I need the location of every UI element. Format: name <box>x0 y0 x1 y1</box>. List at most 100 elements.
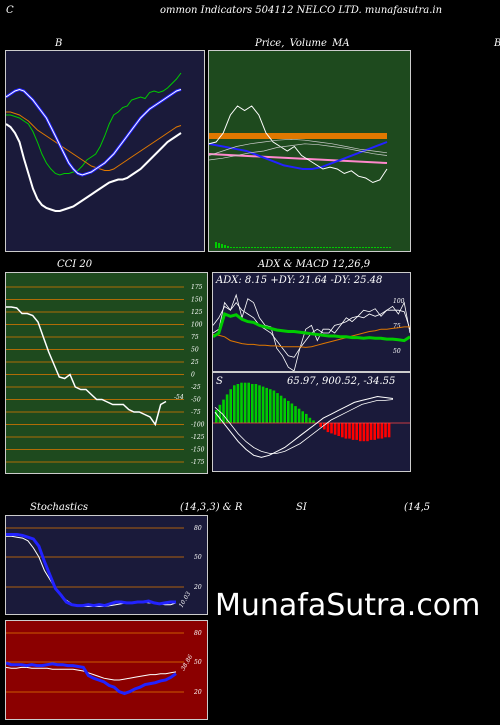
cci-tick-label: -100 <box>191 422 205 429</box>
volume-bar <box>320 247 322 248</box>
cci-chart: 175 150 125 100 75 50 25 0 -25 -50 -75 -100 -125 -150… <box>6 284 205 466</box>
macd-histogram-bar <box>225 394 229 423</box>
volume-bar <box>251 247 253 248</box>
bb-price-line <box>6 123 182 212</box>
macd-histogram-bar <box>362 423 366 442</box>
macd-histogram-bar <box>233 385 236 423</box>
cci-tick-label: 175 <box>191 284 203 291</box>
adx-plus-dy-upper <box>213 293 410 371</box>
header-left-letter: C <box>6 5 14 16</box>
volume-bar <box>347 247 349 248</box>
stoch-tick-label: 80 <box>194 525 202 532</box>
macd-histogram-bar <box>287 400 290 423</box>
macd-histogram-bar <box>279 395 283 423</box>
cci-tick-label: 75 <box>191 334 199 341</box>
macd-histogram-bar <box>319 423 322 427</box>
bb-upper-band <box>6 72 182 176</box>
macd-histogram-bar <box>254 384 258 423</box>
volume-bar <box>308 247 310 248</box>
price-chart <box>209 105 391 248</box>
macd-histogram-bar <box>355 423 358 440</box>
cci-tick-label: 25 <box>190 359 199 366</box>
macd-histogram-bar <box>326 423 330 433</box>
stochastics-panel: 80 50 20 10.03 <box>5 515 208 615</box>
volume-bar <box>221 244 223 248</box>
macd-histogram-bar <box>344 423 348 439</box>
volume-bar <box>380 247 382 248</box>
volume-bar <box>359 247 361 248</box>
volume-bar <box>377 247 379 248</box>
ma-thin-line-b <box>209 143 388 161</box>
adx-minus-dy <box>213 326 410 348</box>
bb-lower-band <box>6 111 182 171</box>
stoch-k-line <box>6 533 176 608</box>
volume-bar <box>275 247 277 248</box>
macd-histogram-bar <box>377 423 380 439</box>
volume-bar <box>317 247 319 248</box>
cci-value-label: -54 <box>174 394 184 401</box>
rsi-tick-label: 80 <box>194 630 202 637</box>
volume-bar <box>356 247 358 248</box>
volume-bar <box>302 247 304 248</box>
volume-bar <box>371 247 373 248</box>
volume-bar <box>383 247 385 248</box>
volume-bar <box>215 242 217 248</box>
volume-bar <box>263 247 265 248</box>
macd-panel: S 65.97, 900.52, -34.55 <box>212 372 411 472</box>
volume-bar <box>296 247 298 248</box>
stoch-tick-label: 20 <box>193 584 202 591</box>
macd-histogram-bar <box>351 423 355 440</box>
volume-bar <box>314 247 316 248</box>
cci-tick-label: 100 <box>191 322 203 329</box>
macd-letter: S <box>216 376 223 387</box>
macd-histogram-bar <box>236 384 240 423</box>
macd-histogram-bar <box>384 423 387 438</box>
macd-histogram-bar <box>240 382 243 423</box>
rsi-tick-label: 50 <box>194 659 202 666</box>
stoch-tick-label: 50 <box>194 554 202 561</box>
cci-tick-label: 150 <box>191 297 203 304</box>
ma-band-orange <box>209 133 387 139</box>
volume-bar <box>350 247 352 248</box>
adx-title: ADX & MACD 12,26,9 <box>258 259 371 270</box>
volume-bar <box>260 247 262 248</box>
macd-signal-line <box>214 399 394 454</box>
cci-title: CCI 20 <box>57 259 93 270</box>
volume-bar <box>266 247 268 248</box>
volume-bar <box>245 247 247 248</box>
volume-bar <box>305 247 307 248</box>
volume-bar <box>299 247 301 248</box>
cci-tick-label: -150 <box>191 447 205 454</box>
macd-histogram-bar <box>369 423 373 440</box>
cci-tick-label: -25 <box>191 384 201 391</box>
macd-chart <box>213 382 410 458</box>
macd-histogram-bar <box>215 410 218 423</box>
macd-histogram-bar <box>323 423 326 430</box>
volume-bar <box>332 247 334 248</box>
rsi-panel: 80 50 20 38.86 <box>5 620 208 720</box>
adx-readout: ADX: 8.15 +DY: 21.64 -DY: 25.48 <box>216 275 383 286</box>
volume-bar <box>329 247 331 248</box>
volume-bar <box>353 247 355 248</box>
price-title: Price, Volume MA <box>255 38 350 49</box>
volume-bar <box>227 246 229 248</box>
volume-bar <box>218 243 220 248</box>
volume-bar <box>233 247 235 248</box>
macd-histogram-bar <box>218 404 222 423</box>
bb-middle-highlight <box>6 88 182 176</box>
macd-histogram-bar <box>333 423 337 435</box>
volume-bar <box>341 247 343 248</box>
macd-histogram-bar <box>276 393 279 423</box>
macd-line <box>214 395 394 458</box>
volume-bar <box>335 247 337 248</box>
macd-histogram-bar <box>251 384 254 423</box>
macd-histogram-bar <box>294 406 297 423</box>
ma-line-pink <box>209 153 388 164</box>
macd-histogram-bar <box>380 423 384 439</box>
volume-bar <box>362 247 364 248</box>
volume-bar <box>368 247 370 248</box>
macd-histogram-bar <box>222 399 225 423</box>
volume-bar <box>311 247 313 248</box>
bollinger-panel <box>5 50 205 252</box>
